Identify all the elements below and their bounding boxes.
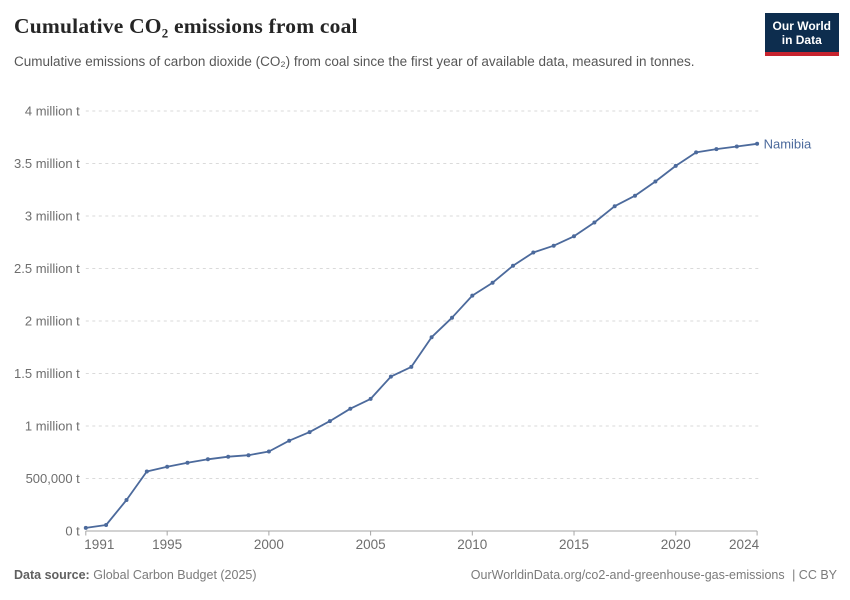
data-point[interactable] xyxy=(144,469,149,474)
footer-right: OurWorldinData.org/co2-and-greenhouse-ga… xyxy=(471,568,837,582)
owid-logo[interactable]: Our World in Data xyxy=(764,13,839,57)
data-point[interactable] xyxy=(165,464,170,469)
data-point[interactable] xyxy=(551,243,556,248)
y-axis-tick-label: 2 million t xyxy=(25,314,80,329)
data-point[interactable] xyxy=(511,263,515,268)
x-axis-tick-label: 2020 xyxy=(661,537,691,552)
y-axis-tick-label: 3 million t xyxy=(25,209,80,224)
data-point[interactable] xyxy=(592,220,597,225)
data-point[interactable] xyxy=(734,144,739,149)
data-point[interactable] xyxy=(714,147,719,152)
data-point[interactable] xyxy=(246,453,251,458)
license-text: | CC BY xyxy=(792,568,837,582)
data-point[interactable] xyxy=(429,335,434,340)
data-point[interactable] xyxy=(531,250,536,255)
footer-link[interactable]: OurWorldinData.org/co2-and-greenhouse-ga… xyxy=(470,568,785,582)
x-axis-tick-label: 2015 xyxy=(559,537,589,552)
data-point[interactable] xyxy=(755,141,760,146)
data-point[interactable] xyxy=(327,419,332,424)
x-axis-tick-label: 2024 xyxy=(729,537,760,552)
data-point[interactable] xyxy=(348,406,353,411)
series-label[interactable]: Namibia xyxy=(764,136,812,151)
x-axis-tick-label: 1991 xyxy=(84,537,114,552)
data-point[interactable] xyxy=(104,523,109,527)
data-point[interactable] xyxy=(470,293,475,298)
y-axis-tick-label: 1.5 million t xyxy=(14,366,80,381)
data-point[interactable] xyxy=(307,430,312,435)
y-axis-tick-label: 3.5 million t xyxy=(14,156,80,171)
chart-line[interactable] xyxy=(85,142,758,529)
data-point[interactable] xyxy=(388,374,393,379)
chart-footer: Data source: Global Carbon Budget (2025)… xyxy=(14,568,837,582)
y-axis-tick-label: 2.5 million t xyxy=(14,261,80,276)
y-axis-tick-label: 4 million t xyxy=(25,104,80,119)
data-point[interactable] xyxy=(450,315,454,320)
data-source-label: Data source: xyxy=(14,568,90,582)
y-axis-tick-label: 0 t xyxy=(65,524,80,539)
data-point[interactable] xyxy=(83,525,88,530)
x-axis-tick-label: 2000 xyxy=(254,537,284,552)
data-source: Data source: Global Carbon Budget (2025) xyxy=(14,568,257,582)
y-axis-tick-label: 1 million t xyxy=(25,419,80,434)
x-axis-tick-label: 1995 xyxy=(152,537,182,552)
data-point[interactable] xyxy=(694,150,699,155)
data-point[interactable] xyxy=(612,204,617,209)
data-point[interactable] xyxy=(653,179,658,184)
data-point[interactable] xyxy=(409,364,414,369)
page-title: Cumulative CO₂ emissions from coal xyxy=(14,14,358,38)
x-axis-tick-label: 2005 xyxy=(356,537,386,552)
owid-logo-line2: in Data xyxy=(781,33,822,48)
data-point[interactable] xyxy=(124,498,129,502)
data-point[interactable] xyxy=(673,163,678,168)
data-point[interactable] xyxy=(572,234,576,239)
data-point[interactable] xyxy=(368,396,373,401)
owid-logo-line1: Our World xyxy=(772,19,831,33)
chart-subtitle: Cumulative emissions of carbon dioxide (… xyxy=(14,54,695,69)
data-point[interactable] xyxy=(287,438,292,443)
x-axis-tick-label: 2010 xyxy=(457,537,487,552)
y-axis-tick-label: 500,000 t xyxy=(26,471,81,486)
data-point[interactable] xyxy=(226,454,231,459)
data-point[interactable] xyxy=(185,460,190,465)
data-point[interactable] xyxy=(490,280,495,285)
data-point[interactable] xyxy=(633,193,637,198)
data-point[interactable] xyxy=(266,449,271,454)
data-source-value: Global Carbon Budget (2025) xyxy=(93,568,257,582)
data-point[interactable] xyxy=(205,457,210,462)
